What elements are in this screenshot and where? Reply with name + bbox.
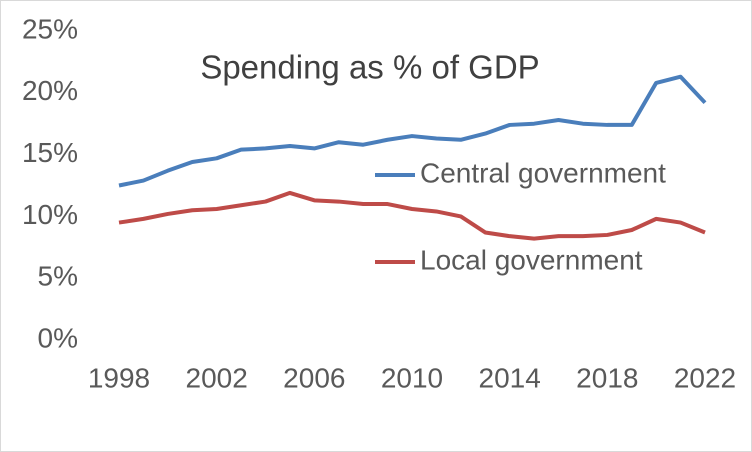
x-tick-label: 2018 xyxy=(576,362,638,393)
y-tick-label: 25% xyxy=(22,13,78,44)
y-tick-label: 20% xyxy=(22,75,78,106)
x-tick-label: 2022 xyxy=(674,362,736,393)
chart-title: Spending as % of GDP xyxy=(200,49,539,86)
y-tick-label: 15% xyxy=(22,137,78,168)
x-tick-label: 2014 xyxy=(479,362,541,393)
legend-label: Local government xyxy=(420,244,643,275)
y-tick-label: 5% xyxy=(38,261,78,292)
x-tick-label: 2010 xyxy=(381,362,443,393)
series-line xyxy=(118,74,707,188)
x-tick-label: 1998 xyxy=(88,362,150,393)
x-tick-label: 2006 xyxy=(283,362,345,393)
x-tick-label: 2002 xyxy=(186,362,248,393)
y-tick-label: 0% xyxy=(38,322,78,353)
y-tick-label: 10% xyxy=(22,199,78,230)
series-line xyxy=(118,190,706,241)
legend-label: Central government xyxy=(420,157,666,188)
